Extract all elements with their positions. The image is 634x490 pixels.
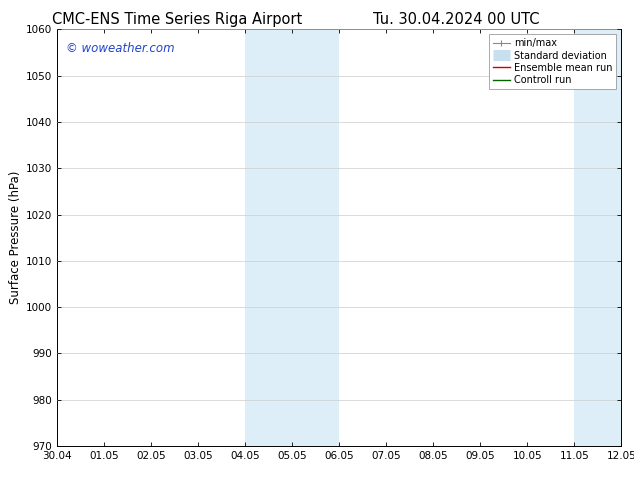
Text: Tu. 30.04.2024 00 UTC: Tu. 30.04.2024 00 UTC xyxy=(373,12,540,27)
Bar xyxy=(574,29,621,446)
Text: CMC-ENS Time Series Riga Airport: CMC-ENS Time Series Riga Airport xyxy=(53,12,302,27)
Legend: min/max, Standard deviation, Ensemble mean run, Controll run: min/max, Standard deviation, Ensemble me… xyxy=(489,34,616,89)
Bar xyxy=(245,29,339,446)
Text: © woweather.com: © woweather.com xyxy=(65,42,174,55)
Y-axis label: Surface Pressure (hPa): Surface Pressure (hPa) xyxy=(9,171,22,304)
